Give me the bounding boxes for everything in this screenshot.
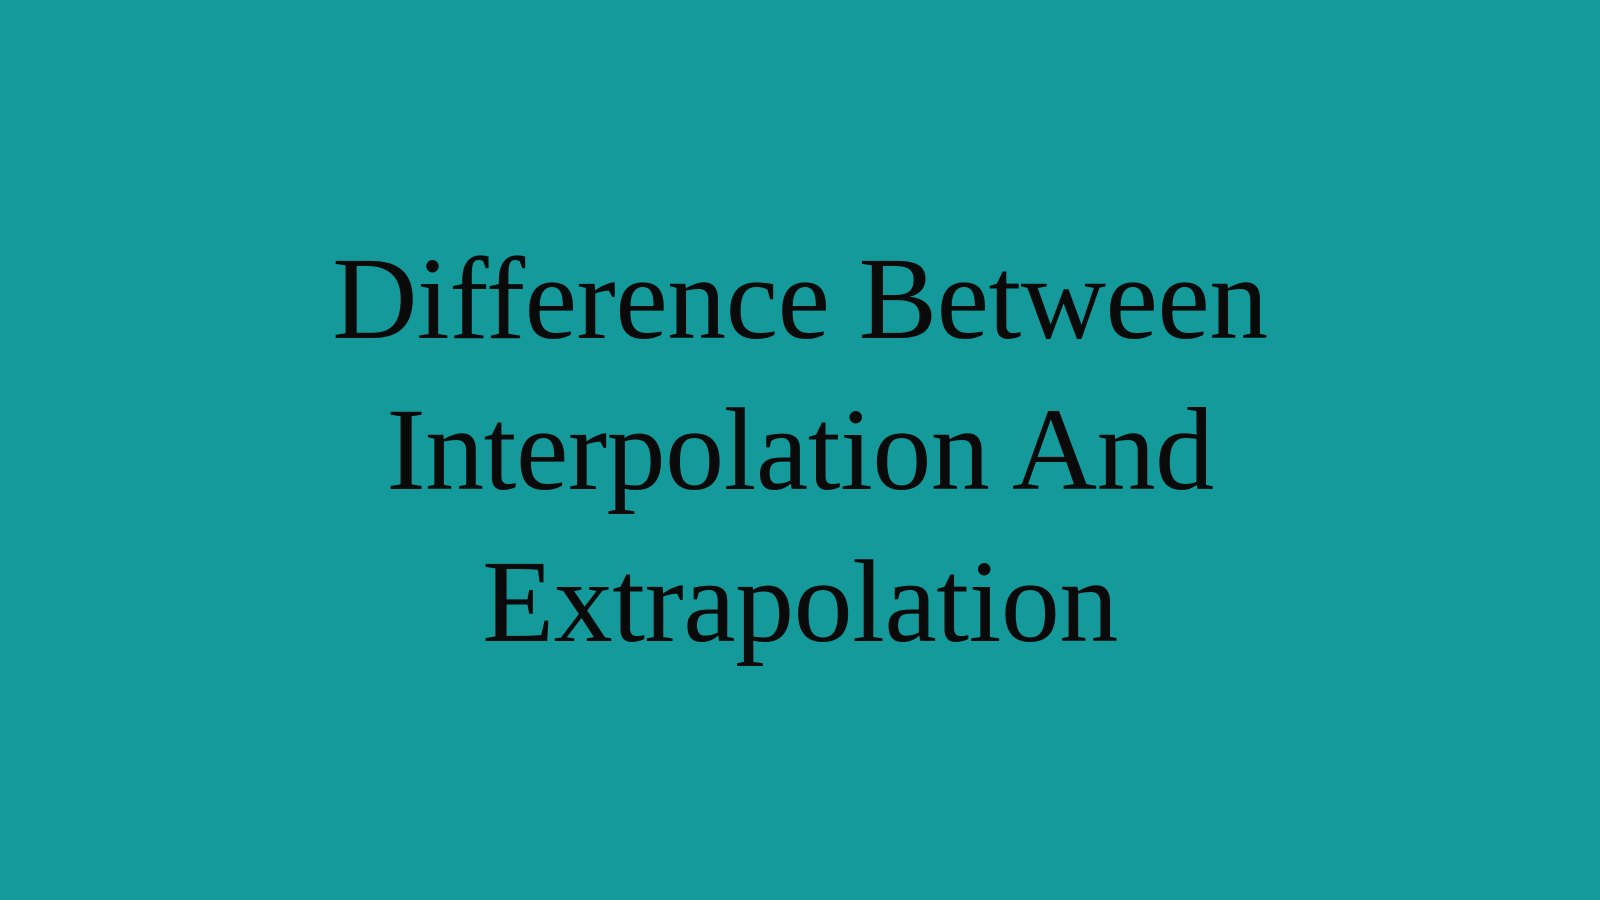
title-line-1: Difference Between	[332, 233, 1268, 364]
title-line-3: Extrapolation	[482, 536, 1118, 667]
slide-title: Difference Between Interpolation And Ext…	[232, 223, 1368, 676]
title-line-2: Interpolation And	[386, 384, 1213, 515]
